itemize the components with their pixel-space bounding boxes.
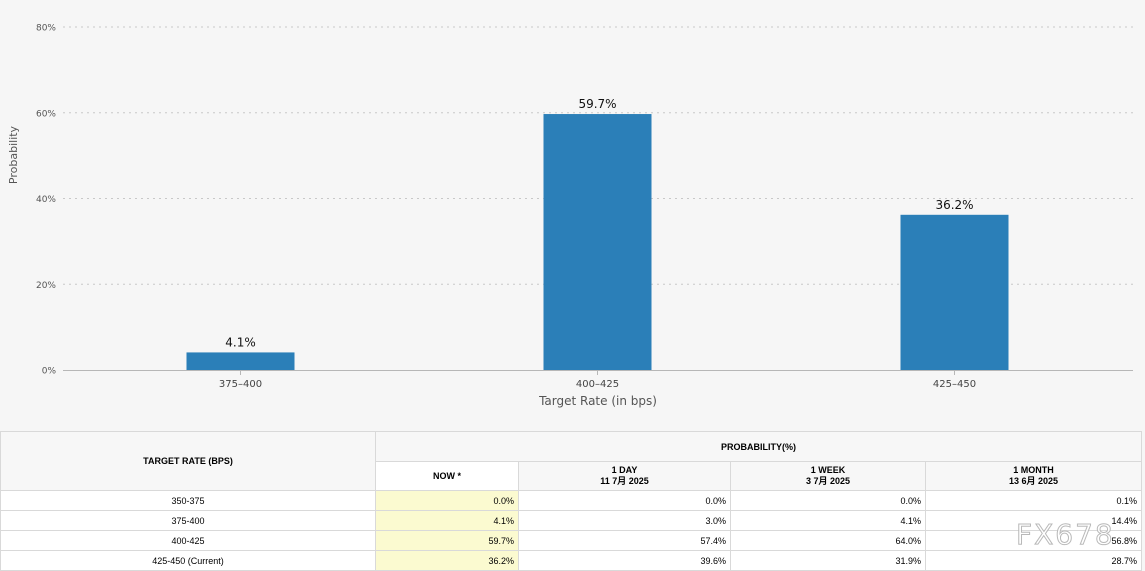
day-cell: 3.0% [518,510,731,531]
day-cell: 39.6% [518,550,731,571]
y-axis-label: Probability [7,125,20,184]
bar-value-label: 36.2% [935,198,973,212]
month-cell: 14.4% [925,510,1142,531]
probability-bar-chart: 0% 20% 40% 60% 80% 4.1% 59.7% 36.2% 375–400 400… [7,23,1133,408]
week-cell: 64.0% [730,530,926,551]
bar-value-label: 59.7% [578,97,616,111]
bar-value-label: 4.1% [225,335,256,349]
x-axis-label: Target Rate (in bps) [538,394,657,408]
day-cell: 57.4% [518,530,731,551]
now-cell: 4.1% [375,510,519,531]
y-tick-label: 20% [36,281,56,291]
bars: 4.1% 59.7% 36.2% [186,97,1009,370]
y-tick-label: 40% [36,195,56,205]
x-tick-label: 425–450 [933,379,976,390]
bar [900,214,1009,370]
col-1week-header: 1 WEEK 3 7月 2025 [730,461,926,491]
day-cell: 0.0% [518,490,731,511]
rate-cell: 350-375 [0,490,376,511]
table-row: 350-375 0.0% 0.0% 0.0% 0.1% [0,490,1142,511]
target-rate-header: TARGET RATE (BPS) [0,431,376,491]
rate-cell: 375-400 [0,510,376,531]
probability-header: PROBABILITY(%) [375,431,1142,462]
y-tick-label: 0% [42,367,57,377]
rate-cell: 425-450 (Current) [0,550,376,571]
now-cell: 59.7% [375,530,519,551]
table-row: 400-425 59.7% 57.4% 64.0% 56.8% [0,530,1142,551]
month-cell: 0.1% [925,490,1142,511]
y-axis-ticks: 0% 20% 40% 60% 80% [36,24,56,377]
col-now-header: NOW * [375,461,519,491]
y-tick-label: 60% [36,109,56,119]
now-cell: 0.0% [375,490,519,511]
y-tick-label: 80% [36,24,56,34]
month-cell: 56.8% [925,530,1142,551]
x-axis-ticks: 375–400 400–425 425–450 [219,370,976,390]
bar [543,114,652,370]
table-row: 425-450 (Current) 36.2% 39.6% 31.9% 28.7… [0,550,1142,571]
bar [186,352,295,370]
x-tick-label: 375–400 [219,379,262,390]
col-1day-header: 1 DAY 11 7月 2025 [518,461,731,491]
month-cell: 28.7% [925,550,1142,571]
week-cell: 31.9% [730,550,926,571]
week-cell: 4.1% [730,510,926,531]
x-tick-label: 400–425 [576,379,619,390]
probability-table: TARGET RATE (BPS) PROBABILITY(%) NOW * 1… [0,431,1142,571]
table-row: 375-400 4.1% 3.0% 4.1% 14.4% [0,510,1142,531]
now-cell: 36.2% [375,550,519,571]
week-cell: 0.0% [730,490,926,511]
col-1month-header: 1 MONTH 13 6月 2025 [925,461,1142,491]
rate-cell: 400-425 [0,530,376,551]
